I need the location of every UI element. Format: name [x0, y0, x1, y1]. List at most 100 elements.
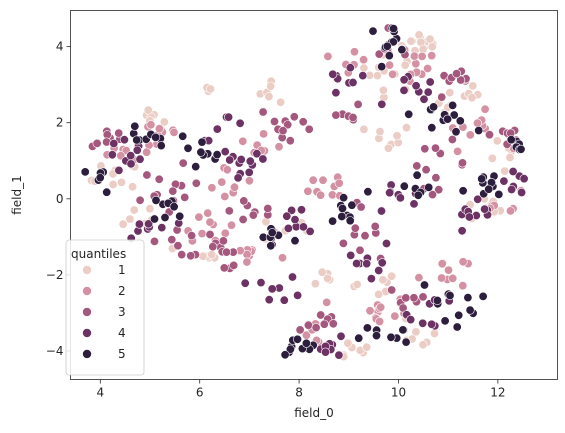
cluster-q4-3: [346, 239, 391, 284]
data-point-q1: [206, 84, 216, 94]
data-point-q2: [465, 130, 475, 140]
data-point-q1: [392, 131, 402, 141]
data-point-q5: [130, 121, 140, 131]
data-point-q4: [256, 278, 266, 288]
data-point-q4: [464, 212, 474, 222]
data-point-q4: [296, 205, 306, 215]
data-point-q2: [505, 206, 515, 216]
data-point-q2: [220, 228, 230, 238]
data-point-q3: [434, 185, 444, 195]
data-point-q3: [409, 293, 419, 303]
data-point-q1: [207, 250, 217, 260]
data-point-q2: [365, 306, 375, 316]
data-point-q5: [458, 186, 468, 196]
data-point-q2: [222, 165, 232, 175]
data-point-q3: [283, 120, 293, 130]
cluster-q4-4: [457, 194, 492, 236]
data-point-q3: [355, 245, 365, 255]
data-point-q1: [125, 214, 135, 224]
data-point-q1: [145, 204, 155, 214]
data-point-q3: [447, 135, 457, 145]
data-point-q4: [508, 167, 518, 177]
data-point-q3: [219, 263, 229, 273]
data-point-q4: [287, 205, 297, 215]
data-point-q5: [477, 174, 487, 184]
data-point-q4: [240, 278, 250, 288]
data-point-q3: [222, 247, 232, 257]
data-point-q1: [487, 153, 497, 163]
data-point-q1: [352, 279, 362, 289]
cluster-q1-15: [167, 244, 220, 263]
data-point-q5: [212, 150, 222, 160]
data-point-q5: [160, 213, 170, 223]
legend-label-3: 3: [118, 305, 126, 319]
data-point-q3: [229, 260, 239, 270]
cluster-q4-12: [200, 112, 245, 146]
data-point-q5: [449, 110, 459, 120]
data-point-q3: [177, 250, 187, 260]
data-point-q3: [285, 136, 295, 146]
legend-label-1: 1: [118, 263, 126, 277]
legend-label-4: 4: [118, 326, 126, 340]
data-point-q5: [386, 332, 396, 342]
data-point-q1: [411, 327, 421, 337]
data-point-q3: [401, 293, 411, 303]
data-point-q3: [298, 117, 308, 127]
data-point-q5: [132, 135, 142, 145]
data-point-q1: [159, 117, 169, 127]
data-point-q2: [203, 208, 213, 218]
x-tick-label: 6: [196, 386, 204, 400]
data-point-q3: [370, 221, 380, 231]
data-point-q2: [277, 253, 287, 263]
y-tick-label: 4: [56, 40, 64, 54]
x-tick-label: 4: [96, 386, 104, 400]
legend: quantiles 1 2 3 4 5: [65, 239, 145, 376]
cluster-q3-4: [338, 198, 386, 264]
data-point-q4: [279, 295, 289, 305]
cluster-q5-8: [354, 323, 411, 347]
data-point-q3: [412, 161, 422, 171]
data-point-q2: [169, 127, 179, 137]
data-point-q1: [414, 30, 424, 40]
data-point-q5: [95, 173, 105, 183]
data-point-q5: [463, 293, 473, 303]
cluster-q4-0: [220, 147, 268, 183]
data-point-q5: [389, 24, 399, 34]
data-point-q2: [448, 273, 458, 283]
data-point-q2: [390, 311, 400, 321]
data-point-q5: [478, 291, 488, 301]
data-point-q3: [224, 206, 234, 216]
data-point-q5: [412, 170, 422, 180]
data-point-q5: [465, 305, 475, 315]
cluster-q3-2: [412, 135, 467, 200]
data-point-q5: [398, 325, 408, 335]
data-point-q5: [156, 141, 166, 151]
data-point-q5: [151, 195, 161, 205]
data-point-q5: [455, 116, 465, 126]
data-point-q5: [362, 323, 372, 333]
cluster-q1-8: [310, 267, 359, 291]
cluster-q2-13: [207, 163, 254, 202]
data-point-q2: [443, 265, 453, 275]
data-point-q3: [430, 143, 440, 153]
data-point-q3: [150, 236, 160, 246]
data-point-q2: [316, 190, 326, 200]
data-point-q4: [114, 165, 124, 175]
data-point-q4: [381, 239, 391, 249]
y-axis-title: field_1: [10, 175, 24, 215]
data-point-q3: [437, 92, 447, 102]
data-point-q2: [427, 51, 437, 61]
data-point-q3: [239, 196, 249, 206]
data-point-q4: [385, 188, 395, 198]
data-point-q4: [328, 69, 338, 79]
legend-label-2: 2: [118, 284, 126, 298]
data-point-q4: [224, 112, 234, 122]
data-point-q5: [413, 190, 423, 200]
data-point-q2: [385, 60, 395, 70]
data-point-q4: [517, 188, 527, 198]
data-point-q5: [197, 137, 207, 147]
data-point-q1: [198, 251, 208, 261]
data-point-q5: [285, 344, 295, 354]
data-point-q3: [311, 323, 321, 333]
data-point-q5: [337, 212, 347, 222]
